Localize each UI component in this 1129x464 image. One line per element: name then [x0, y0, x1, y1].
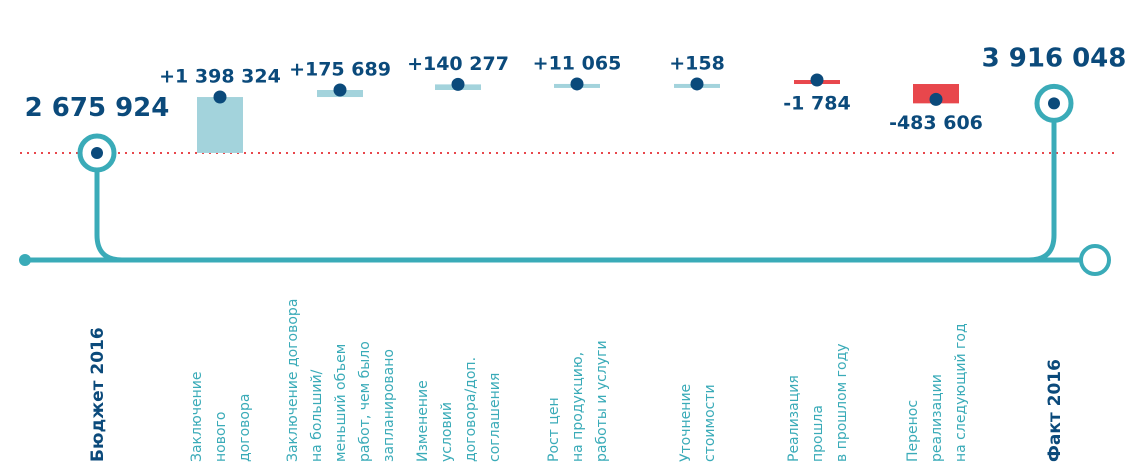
bar-dot [690, 77, 704, 91]
category-label: нового [213, 412, 229, 462]
category-label: на следующий год [953, 323, 969, 462]
category-label: Изменение [415, 380, 431, 462]
category-label: на продукцию, [570, 352, 586, 462]
category-label: Заключение договора [285, 299, 301, 462]
value-label: +158 [669, 52, 725, 74]
value-label: +11 065 [533, 52, 622, 74]
category-label: Рост цен [546, 397, 562, 462]
category-label: договора [237, 394, 253, 462]
category-label: в прошлом году [834, 343, 850, 462]
category-label: работы и услуги [594, 340, 610, 462]
value-label: -1 784 [783, 93, 850, 115]
bar-dot [451, 77, 465, 91]
category-label: работ, чем было [357, 341, 373, 462]
category-label: на больший/ [309, 369, 325, 462]
category-label: стоимости [702, 384, 718, 462]
category-label: договора/доп. [463, 357, 479, 462]
total-category-label: Факт 2016 [1045, 359, 1065, 462]
total-value-label: 3 916 048 [982, 43, 1127, 73]
total-dot [1048, 97, 1060, 110]
category-label: условий [439, 402, 455, 462]
track-end [1079, 244, 1111, 276]
category-label: запланировано [381, 349, 397, 462]
bar-dot [333, 83, 347, 97]
category-label: прошла [810, 405, 826, 462]
bar-dot [810, 73, 824, 87]
value-label: +140 277 [407, 53, 509, 75]
category-label: Реализация [786, 375, 802, 462]
category-label: Перенос [905, 400, 921, 462]
category-label: меньший объем [333, 344, 349, 462]
total-connector [94, 152, 123, 263]
total-value-label: 2 675 924 [25, 93, 170, 123]
total-category-label: Бюджет 2016 [88, 327, 108, 462]
track-start [19, 254, 31, 266]
total-connector [1028, 103, 1057, 263]
value-label: -483 606 [889, 112, 983, 134]
category-label: соглашения [487, 373, 503, 462]
bar [197, 97, 243, 153]
bar-dot [570, 77, 584, 91]
bar-dot [929, 92, 943, 106]
value-label: +1 398 324 [159, 66, 281, 88]
category-label: Заключение [189, 372, 205, 463]
bar-dot [213, 90, 227, 104]
value-label: +175 689 [289, 59, 391, 81]
total-dot [91, 146, 103, 159]
category-label: Уточнение [678, 384, 694, 462]
category-label: реализации [929, 374, 945, 462]
